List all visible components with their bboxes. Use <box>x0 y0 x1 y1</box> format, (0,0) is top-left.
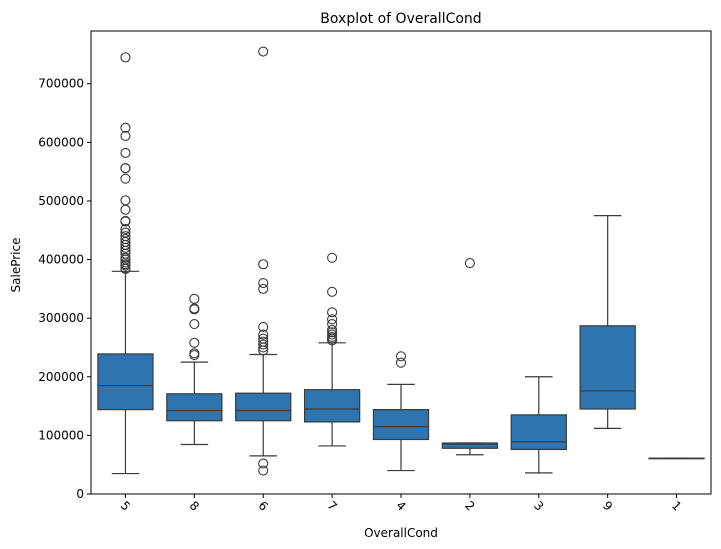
x-axis: 5 8 6 7 4 2 3 9 1 <box>118 494 684 514</box>
box-5 <box>97 52 154 475</box>
iqr-box <box>372 409 430 441</box>
y-tick-label: 200000 <box>38 370 84 384</box>
outlier-point <box>120 130 131 141</box>
x-tick-label: 9 <box>600 498 615 513</box>
outlier-point <box>395 351 407 362</box>
outlier-point <box>189 303 200 314</box>
y-tick-label: 700000 <box>38 77 84 91</box>
x-tick-label: 2 <box>462 498 477 513</box>
x-tick-label: 7 <box>324 498 339 513</box>
box-2 <box>441 258 499 456</box>
outlier-point <box>120 163 131 174</box>
iqr-box <box>235 392 292 422</box>
outlier-point <box>464 258 475 269</box>
outlier-point <box>327 286 338 297</box>
plot-frame <box>90 30 712 495</box>
outlier-point <box>258 465 269 476</box>
outlier-point <box>120 224 131 235</box>
x-tick-label: 3 <box>531 498 546 513</box>
outlier-point <box>120 234 131 245</box>
outlier-point <box>327 327 338 338</box>
outlier-point <box>189 337 200 348</box>
box-3 <box>510 376 567 474</box>
iqr-box <box>441 442 499 449</box>
iqr-box <box>166 393 223 422</box>
outlier-point <box>120 252 131 263</box>
y-tick-label: 100000 <box>38 428 84 442</box>
outlier-point <box>395 357 407 368</box>
outlier-point <box>258 458 269 469</box>
box-7 <box>303 252 361 447</box>
outlier-point <box>258 339 269 350</box>
outlier-point <box>258 321 269 333</box>
x-tick-label: 1 <box>669 498 684 513</box>
y-tick-label: 300000 <box>38 311 84 325</box>
outlier-point <box>120 215 131 226</box>
y-axis: 0 100000 200000 300000 400000 500000 600000 700… <box>38 77 91 501</box>
outlier-point <box>327 252 338 263</box>
iqr-box <box>510 414 567 451</box>
outlier-point <box>258 333 269 344</box>
outlier-point <box>258 259 269 270</box>
outlier-point <box>120 122 131 133</box>
outlier-point <box>327 324 338 335</box>
box-6 <box>235 46 292 476</box>
box-4 <box>372 351 430 472</box>
outlier-point <box>258 336 269 347</box>
outlier-point <box>327 331 338 342</box>
x-tick-label: 8 <box>187 498 202 513</box>
outlier-point <box>258 277 269 289</box>
outlier-point <box>189 318 200 330</box>
outlier-point <box>120 227 131 238</box>
iqr-box <box>579 325 636 410</box>
outlier-point <box>327 307 338 318</box>
outlier-point <box>120 231 131 242</box>
outlier-point <box>120 52 131 63</box>
y-axis-label: SalePrice <box>9 238 23 293</box>
box-8 <box>166 293 223 446</box>
plot-area <box>97 46 705 476</box>
y-tick-label: 0 <box>76 487 84 501</box>
y-tick-label: 500000 <box>38 194 84 208</box>
outlier-point <box>258 283 269 294</box>
iqr-box <box>97 353 154 411</box>
outlier-point <box>189 348 200 359</box>
outlier-point <box>120 195 131 206</box>
y-tick-label: 400000 <box>38 253 84 267</box>
chart-title: Boxplot of OverallCond <box>320 11 481 27</box>
x-tick-label: 4 <box>393 498 408 513</box>
box-1 <box>648 457 705 460</box>
outlier-point <box>327 329 338 340</box>
outlier-point <box>258 46 269 57</box>
iqr-box <box>303 389 361 423</box>
y-tick-label: 600000 <box>38 135 84 149</box>
x-tick-label: 5 <box>118 498 133 513</box>
box-9 <box>579 215 636 429</box>
outlier-point <box>327 318 338 330</box>
x-tick-label: 6 <box>256 498 271 513</box>
outlier-point <box>120 147 131 158</box>
outlier-point <box>120 173 131 184</box>
outlier-point <box>327 314 338 325</box>
x-axis-label: OverallCond <box>364 526 438 540</box>
outlier-point <box>258 329 269 340</box>
outlier-point <box>189 293 200 304</box>
outlier-point <box>120 204 131 215</box>
